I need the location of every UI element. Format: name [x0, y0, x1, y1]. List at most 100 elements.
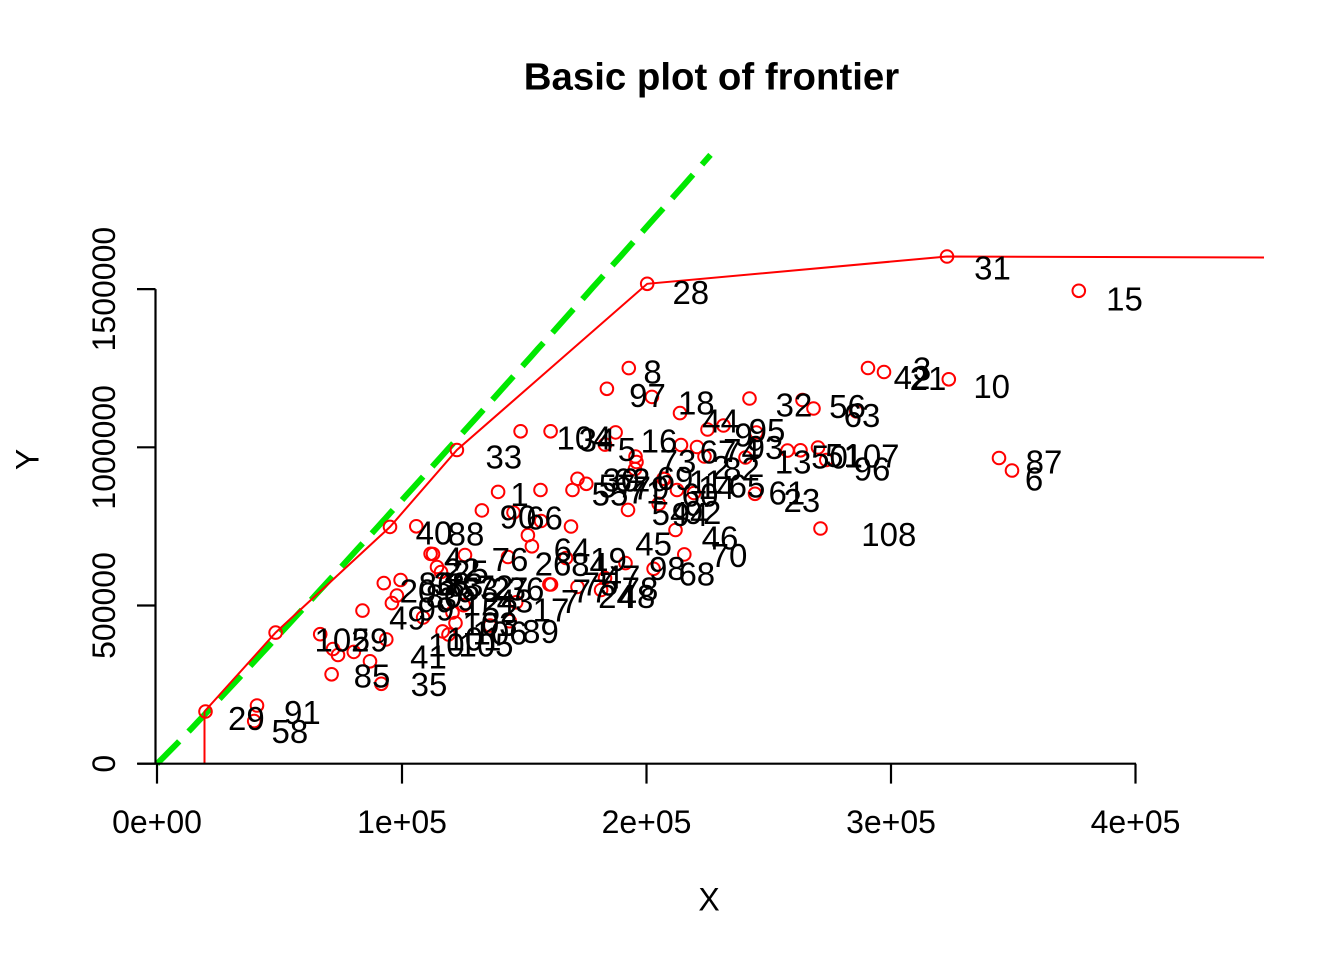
svg-text:17: 17: [533, 592, 570, 629]
svg-text:19: 19: [590, 541, 627, 578]
svg-text:2: 2: [712, 449, 730, 486]
svg-text:4e+05: 4e+05: [1091, 804, 1181, 840]
svg-text:103: 103: [462, 606, 517, 643]
svg-text:3e+05: 3e+05: [846, 804, 936, 840]
svg-text:95: 95: [749, 412, 786, 449]
svg-text:69: 69: [657, 460, 694, 497]
svg-text:80: 80: [426, 578, 463, 615]
svg-text:43: 43: [497, 583, 534, 620]
svg-text:54: 54: [652, 495, 689, 532]
svg-text:59: 59: [352, 622, 389, 659]
svg-text:63: 63: [844, 397, 881, 434]
svg-text:40: 40: [416, 515, 453, 552]
svg-text:88: 88: [448, 516, 485, 553]
svg-text:84: 84: [571, 546, 608, 583]
svg-text:66: 66: [526, 500, 563, 537]
svg-text:47: 47: [604, 559, 641, 596]
svg-text:11: 11: [689, 464, 723, 501]
svg-text:94: 94: [672, 496, 709, 533]
svg-text:61: 61: [769, 474, 806, 511]
svg-text:20: 20: [400, 573, 437, 610]
svg-text:Y: Y: [10, 449, 46, 470]
svg-text:33: 33: [485, 439, 522, 476]
svg-text:49: 49: [389, 599, 426, 636]
svg-text:99: 99: [418, 591, 455, 628]
svg-text:39: 39: [439, 581, 476, 618]
svg-text:96: 96: [854, 451, 891, 488]
svg-text:24: 24: [598, 578, 635, 615]
svg-text:28: 28: [672, 274, 709, 311]
svg-text:45: 45: [635, 526, 672, 563]
svg-text:10: 10: [973, 368, 1010, 405]
svg-text:15: 15: [1106, 281, 1143, 318]
svg-text:4: 4: [444, 541, 462, 578]
svg-text:105: 105: [458, 627, 513, 664]
svg-text:0: 0: [86, 755, 122, 773]
svg-text:0e+00: 0e+00: [112, 804, 202, 840]
svg-text:102: 102: [314, 622, 369, 659]
svg-text:41: 41: [410, 639, 447, 676]
svg-text:1: 1: [510, 476, 528, 513]
svg-text:76: 76: [492, 541, 529, 578]
svg-text:42: 42: [894, 359, 931, 396]
svg-text:10: 10: [428, 627, 465, 664]
svg-text:74: 74: [723, 432, 760, 469]
svg-text:9: 9: [734, 417, 752, 454]
svg-text:50: 50: [811, 439, 848, 476]
svg-text:75: 75: [582, 566, 619, 603]
svg-text:86: 86: [419, 566, 456, 603]
svg-text:107: 107: [844, 438, 899, 475]
svg-text:25: 25: [452, 554, 489, 591]
svg-text:53: 53: [462, 571, 499, 608]
svg-text:23: 23: [784, 482, 821, 519]
svg-text:8: 8: [643, 354, 661, 391]
svg-text:5: 5: [618, 431, 636, 468]
svg-text:27: 27: [492, 571, 529, 608]
svg-text:1000000: 1000000: [86, 385, 122, 510]
svg-text:56: 56: [829, 388, 866, 425]
svg-text:35: 35: [411, 666, 448, 703]
svg-text:30: 30: [603, 462, 640, 499]
svg-text:82: 82: [723, 451, 760, 488]
svg-text:62: 62: [614, 462, 651, 499]
svg-text:71: 71: [628, 474, 665, 511]
svg-text:16: 16: [641, 423, 678, 460]
svg-text:64: 64: [554, 532, 591, 569]
svg-text:6: 6: [1025, 461, 1043, 498]
svg-text:14: 14: [698, 469, 735, 506]
svg-text:91: 91: [284, 694, 321, 731]
svg-text:18: 18: [678, 384, 715, 421]
svg-text:48: 48: [619, 578, 656, 615]
svg-text:31: 31: [974, 249, 1011, 286]
svg-text:29: 29: [228, 700, 265, 737]
svg-text:70: 70: [711, 537, 748, 574]
svg-text:101: 101: [446, 621, 501, 658]
svg-text:500000: 500000: [86, 552, 122, 659]
svg-text:60: 60: [682, 477, 719, 514]
svg-text:22: 22: [444, 552, 481, 589]
svg-text:51: 51: [825, 437, 862, 474]
svg-text:73: 73: [660, 443, 697, 480]
svg-text:46: 46: [702, 519, 739, 556]
svg-text:72: 72: [477, 569, 514, 606]
svg-text:58: 58: [272, 713, 309, 750]
svg-text:32: 32: [776, 387, 813, 424]
svg-text:12: 12: [463, 586, 500, 623]
svg-text:1e+05: 1e+05: [357, 804, 447, 840]
svg-text:97: 97: [629, 377, 666, 414]
svg-text:52: 52: [482, 593, 519, 630]
svg-text:68: 68: [678, 556, 715, 593]
svg-text:Basic plot of frontier: Basic plot of frontier: [524, 56, 899, 99]
svg-text:21: 21: [910, 360, 947, 397]
svg-text:34: 34: [579, 422, 616, 459]
svg-text:13: 13: [775, 444, 812, 481]
svg-text:3: 3: [913, 351, 931, 388]
svg-text:85: 85: [354, 658, 391, 695]
svg-text:2e+05: 2e+05: [602, 804, 692, 840]
svg-text:65: 65: [729, 468, 766, 505]
svg-text:36: 36: [508, 571, 545, 608]
svg-text:106: 106: [472, 615, 527, 652]
svg-text:1500000: 1500000: [86, 227, 122, 352]
svg-text:38: 38: [434, 566, 471, 603]
svg-text:92: 92: [685, 494, 722, 531]
